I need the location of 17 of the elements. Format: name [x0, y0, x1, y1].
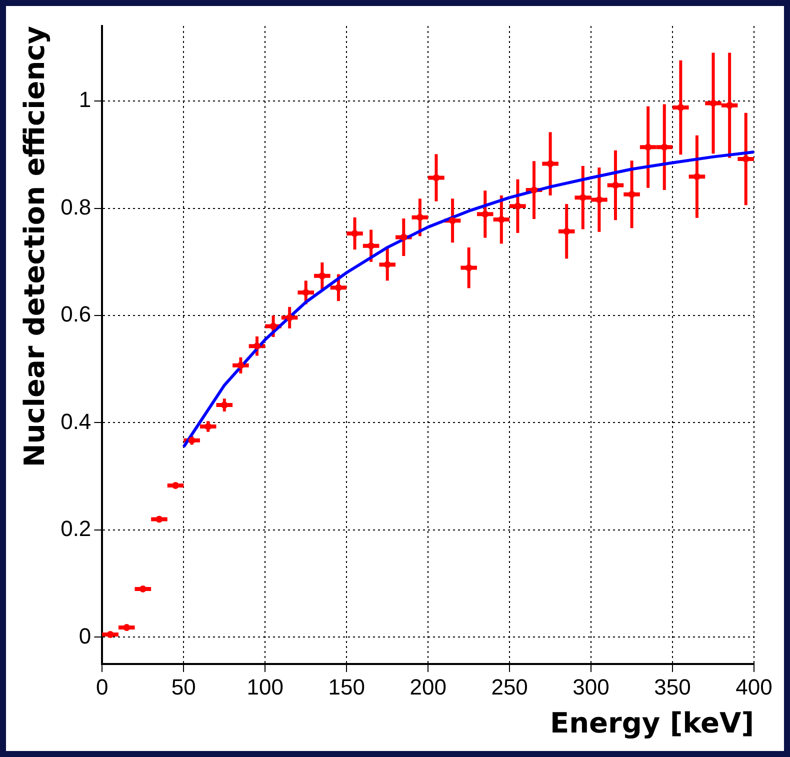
- x-tick-label: 250: [491, 674, 528, 700]
- y-tick-label: 1: [78, 87, 92, 112]
- x-tick-label: 400: [736, 674, 772, 700]
- y-tick-label: 0: [78, 623, 92, 648]
- x-tick-label: 100: [246, 674, 284, 700]
- y-tick-label: 0.8: [60, 194, 92, 220]
- y-tick-label: 0.6: [60, 302, 92, 327]
- y-axis-title: Nuclear detection efficiency: [18, 26, 52, 468]
- x-axis-title: Energy [keV]: [550, 706, 754, 740]
- y-tick-label: 0.4: [60, 408, 92, 434]
- x-tick-label: 300: [572, 674, 610, 700]
- x-tick-label: 150: [328, 674, 365, 700]
- y-tick-label: 0.2: [60, 516, 92, 542]
- x-tick-label: 350: [654, 674, 691, 700]
- x-tick-label: 0: [96, 674, 108, 700]
- x-tick-label: 200: [410, 674, 446, 700]
- x-tick-label: 50: [171, 674, 196, 700]
